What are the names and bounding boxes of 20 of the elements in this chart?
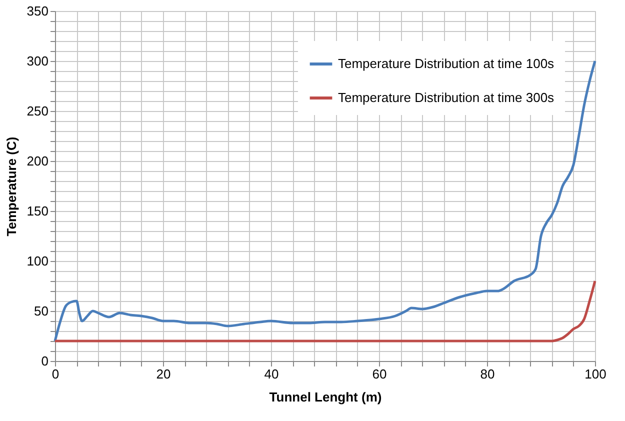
x-tick-label: 20: [156, 366, 171, 382]
x-tick-label: 0: [52, 366, 60, 382]
x-tick-label: 40: [264, 366, 279, 382]
y-tick-label: 150: [26, 204, 48, 218]
y-tick-label: 200: [26, 154, 48, 168]
y-tick-label: 300: [26, 54, 48, 68]
x-tick-label: 80: [480, 366, 495, 382]
line-series: [54, 280, 596, 342]
y-tick-label: 50: [34, 304, 48, 318]
x-axis-title: Tunnel Lenght (m): [269, 390, 382, 404]
y-tick-label: 0: [41, 354, 48, 368]
legend-label: Temperature Distribution at time 100s: [338, 56, 555, 71]
x-tick-label: 100: [584, 366, 606, 382]
y-axis-title: Temperature (C): [4, 136, 19, 236]
y-tick-label: 250: [26, 104, 48, 118]
y-tick-label: 100: [26, 254, 48, 268]
line-series: [54, 60, 596, 342]
legend-label: Temperature Distribution at time 300s: [338, 90, 555, 105]
x-tick-label: 60: [372, 366, 387, 382]
y-tick-label: 350: [26, 4, 48, 18]
